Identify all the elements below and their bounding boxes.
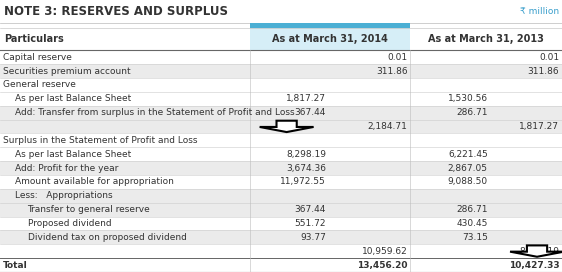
Text: 73.15: 73.15 <box>462 233 488 242</box>
Text: 551.72: 551.72 <box>294 219 326 228</box>
Text: Capital reserve: Capital reserve <box>3 53 72 62</box>
Bar <box>0 258 562 272</box>
Bar <box>0 92 562 106</box>
Text: Total: Total <box>3 261 28 270</box>
Bar <box>0 134 562 147</box>
Bar <box>0 78 562 92</box>
Text: 11,972.55: 11,972.55 <box>280 177 326 186</box>
Text: Surplus in the Statement of Profit and Loss: Surplus in the Statement of Profit and L… <box>3 136 197 145</box>
Text: 430.45: 430.45 <box>456 219 488 228</box>
Text: 311.86: 311.86 <box>528 67 559 76</box>
Bar <box>0 50 562 64</box>
Text: 1,817.27: 1,817.27 <box>286 94 326 103</box>
Text: 10,959.62: 10,959.62 <box>362 247 407 256</box>
Bar <box>410 28 562 50</box>
Bar <box>0 217 562 230</box>
Bar <box>0 64 562 78</box>
Bar <box>0 106 562 120</box>
Text: 311.86: 311.86 <box>376 67 407 76</box>
Text: 0.01: 0.01 <box>539 53 559 62</box>
Text: 8,298.19: 8,298.19 <box>519 247 559 256</box>
Text: Less:   Appropriations: Less: Appropriations <box>15 191 113 200</box>
Bar <box>0 161 562 175</box>
Text: 13,456.20: 13,456.20 <box>357 261 407 270</box>
Text: Add: Transfer from surplus in the Statement of Profit and Loss: Add: Transfer from surplus in the Statem… <box>15 108 295 117</box>
Text: 286.71: 286.71 <box>456 205 488 214</box>
Bar <box>0 147 562 161</box>
Text: 367.44: 367.44 <box>294 108 326 117</box>
Text: 6,221.45: 6,221.45 <box>448 150 488 159</box>
Text: NOTE 3: RESERVES AND SURPLUS: NOTE 3: RESERVES AND SURPLUS <box>4 5 229 18</box>
Text: Dividend tax on proposed dividend: Dividend tax on proposed dividend <box>28 233 187 242</box>
Text: Particulars: Particulars <box>4 34 64 44</box>
Text: As at March 31, 2013: As at March 31, 2013 <box>428 34 544 44</box>
Text: 367.44: 367.44 <box>294 205 326 214</box>
Bar <box>0 230 562 244</box>
Text: Transfer to general reserve: Transfer to general reserve <box>28 205 150 214</box>
Bar <box>0 175 562 189</box>
Text: As at March 31, 2014: As at March 31, 2014 <box>272 34 388 44</box>
Text: 286.71: 286.71 <box>456 108 488 117</box>
Text: 0.01: 0.01 <box>387 53 407 62</box>
Bar <box>250 23 410 28</box>
Text: 9,088.50: 9,088.50 <box>448 177 488 186</box>
Bar <box>0 120 562 134</box>
Polygon shape <box>260 121 314 132</box>
Text: As per last Balance Sheet: As per last Balance Sheet <box>15 94 132 103</box>
Text: 8,298.19: 8,298.19 <box>286 150 326 159</box>
Text: Add: Profit for the year: Add: Profit for the year <box>15 163 119 173</box>
Text: 2,867.05: 2,867.05 <box>448 163 488 173</box>
Polygon shape <box>510 245 562 257</box>
Text: 93.77: 93.77 <box>300 233 326 242</box>
Bar <box>0 189 562 203</box>
Text: Amount available for appropriation: Amount available for appropriation <box>15 177 174 186</box>
Text: Securities premium account: Securities premium account <box>3 67 130 76</box>
Text: 2,184.71: 2,184.71 <box>368 122 407 131</box>
Text: 1,817.27: 1,817.27 <box>519 122 559 131</box>
Bar <box>0 28 250 50</box>
Bar <box>250 28 410 50</box>
Text: 3,674.36: 3,674.36 <box>286 163 326 173</box>
Bar <box>0 203 562 217</box>
Bar <box>0 244 562 258</box>
Text: 10,427.33: 10,427.33 <box>509 261 559 270</box>
Text: Proposed dividend: Proposed dividend <box>28 219 111 228</box>
Text: As per last Balance Sheet: As per last Balance Sheet <box>15 150 132 159</box>
Text: General reserve: General reserve <box>3 81 76 89</box>
Text: ₹ million: ₹ million <box>520 7 559 16</box>
Text: 1,530.56: 1,530.56 <box>448 94 488 103</box>
